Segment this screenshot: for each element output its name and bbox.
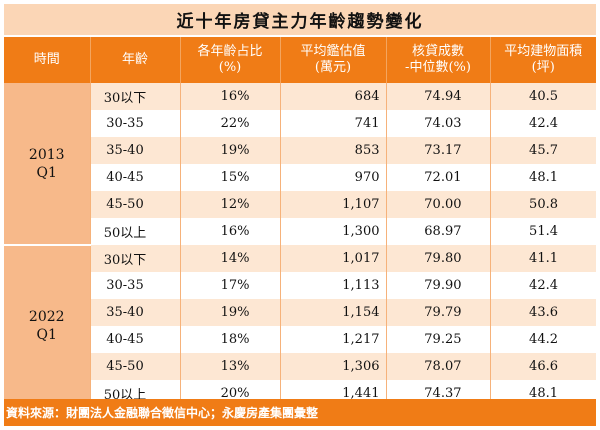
price-cell: 970 [280,164,387,191]
ltv-cell: 79.79 [386,299,491,326]
share-cell: 14% [180,245,281,272]
share-cell: 18% [180,326,281,353]
share-cell: 12% [180,191,281,218]
page-title: 近十年房貸主力年齡趨勢變化 [4,4,596,35]
price-cell: 1,217 [280,326,387,353]
period-year: 2022 [28,309,65,325]
area-cell: 46.6 [490,353,596,380]
table-body: 2013 Q1 30以下 16% 684 74.94 40.5 30-35 22% 741 74.0… [4,83,596,408]
header-share: 各年齡占比 (%) [180,37,281,83]
price-cell: 1,113 [280,272,387,299]
age-cell: 45-50 [90,191,181,218]
share-cell: 17% [180,272,281,299]
table-row: 2022 Q1 30以下 14% 1,017 79.80 41.1 [4,245,596,408]
table-row: 30-35 22% 741 74.03 42.4 [4,110,596,137]
area-cell: 51.4 [490,218,596,245]
header-price-line2: (萬元) [314,60,352,75]
age-cell: 35-40 [90,299,181,326]
area-cell: 40.5 [490,83,596,110]
area-cell: 42.4 [490,272,596,299]
table-row: 45-50 13% 1,306 78.07 46.6 [4,353,596,380]
table-header-row: 時間 年齡 各年齡占比 (%) 平均鑑估值 (萬元) 核貸成數 -中位數(%) … [4,37,596,83]
age-cell: 50以上 [90,218,181,245]
ltv-cell: 79.80 [386,245,491,272]
price-cell: 853 [280,137,387,164]
data-table: 時間 年齡 各年齡占比 (%) 平均鑑估值 (萬元) 核貸成數 -中位數(%) … [4,37,596,408]
share-cell: 16% [180,218,281,245]
share-cell: 19% [180,137,281,164]
header-share-line1: 各年齡占比 [197,44,263,59]
header-price-line1: 平均鑑估值 [300,44,366,59]
header-ltv-line2: -中位數(%) [405,60,471,75]
age-cell: 35-40 [90,137,181,164]
share-cell: 15% [180,164,281,191]
header-period: 時間 [4,37,91,83]
age-cell: 30以下 [90,245,181,272]
header-area: 平均建物面積 (坪) [490,37,596,83]
area-cell: 43.6 [490,299,596,326]
ltv-cell: 79.90 [386,272,491,299]
price-cell: 1,154 [280,299,387,326]
price-cell: 1,300 [280,218,387,245]
ltv-cell: 78.07 [386,353,491,380]
ltv-cell: 74.03 [386,110,491,137]
header-area-line1: 平均建物面積 [504,44,583,59]
ltv-cell: 72.01 [386,164,491,191]
header-ltv-line1: 核貸成數 [411,44,464,59]
period-quarter: Q1 [36,327,57,343]
area-cell: 50.8 [490,191,596,218]
area-cell: 45.7 [490,137,596,164]
price-cell: 684 [280,83,387,110]
table-row: 50以上 16% 1,300 68.97 51.4 [4,218,596,245]
table-row: 40-45 15% 970 72.01 48.1 [4,164,596,191]
share-cell: 13% [180,353,281,380]
period-cell: 2022 Q1 [4,245,91,408]
age-cell: 45-50 [90,353,181,380]
header-area-line2: (坪) [531,60,555,75]
period-quarter: Q1 [36,164,57,181]
period-year: 2013 [28,146,65,163]
price-cell: 1,107 [280,191,387,218]
age-cell: 30-35 [90,110,181,137]
header-price: 平均鑑估值 (萬元) [280,37,387,83]
table-row: 35-40 19% 1,154 79.79 43.6 [4,299,596,326]
age-cell: 30-35 [90,272,181,299]
table-row: 30-35 17% 1,113 79.90 42.4 [4,272,596,299]
ltv-cell: 74.94 [386,83,491,110]
period-cell: 2013 Q1 [4,83,91,246]
age-cell: 40-45 [90,326,181,353]
table-row: 35-40 19% 853 73.17 45.7 [4,137,596,164]
price-cell: 741 [280,110,387,137]
area-cell: 44.2 [490,326,596,353]
header-age: 年齡 [90,37,181,83]
area-cell: 42.4 [490,110,596,137]
ltv-cell: 70.00 [386,191,491,218]
price-cell: 1,306 [280,353,387,380]
ltv-cell: 79.25 [386,326,491,353]
share-cell: 19% [180,299,281,326]
price-cell: 1,017 [280,245,387,272]
share-cell: 16% [180,83,281,110]
header-share-line2: (%) [218,60,242,75]
table-row: 40-45 18% 1,217 79.25 44.2 [4,326,596,353]
ltv-cell: 73.17 [386,137,491,164]
ltv-cell: 68.97 [386,218,491,245]
area-cell: 48.1 [490,164,596,191]
table-row: 45-50 12% 1,107 70.00 50.8 [4,191,596,218]
table-row: 2013 Q1 30以下 16% 684 74.94 40.5 [4,83,596,246]
age-cell: 30以下 [90,83,181,110]
share-cell: 22% [180,110,281,137]
source-note: 資料來源：財團法人金融聯合徵信中心；永慶房產集團彙整 [4,399,596,426]
area-cell: 41.1 [490,245,596,272]
header-ltv: 核貸成數 -中位數(%) [386,37,491,83]
age-cell: 40-45 [90,164,181,191]
